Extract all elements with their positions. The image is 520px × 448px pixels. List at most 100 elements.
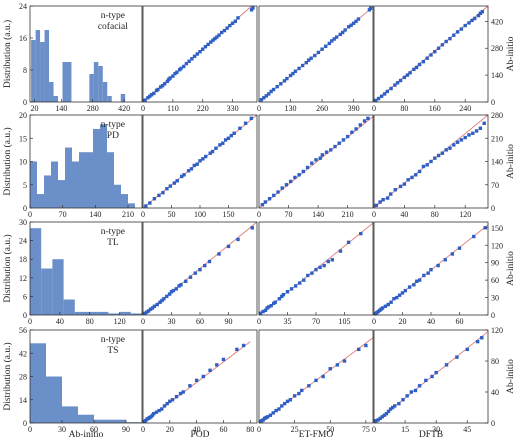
panel-r1c1-point-5: [165, 187, 169, 191]
panel-r2c2-point-25: [359, 231, 363, 236]
panel-r0c3-point-1: [376, 96, 381, 101]
panel-r3c1-xtick-label-1: 20: [166, 425, 174, 434]
panel-r2c3-point-23: [450, 252, 455, 256]
panel-r2c1-point-11: [167, 292, 172, 296]
panel-r1c0-bar-9: [93, 128, 100, 208]
panel-r1c3-point-22: [459, 138, 464, 142]
panel-r1c1-point-19: [210, 149, 215, 154]
panel-r3c1-xtick-label-0: 0: [141, 425, 145, 434]
panel-r2c0-bar-4: [74, 311, 86, 315]
panel-r0c2-point-11: [291, 71, 295, 76]
panel-r3c3-point-10: [393, 404, 397, 408]
panel-r1c1-point-3: [157, 193, 161, 198]
panel-r0c0-bar-3: [44, 30, 50, 102]
panel-r1c0-xtick-label-1: 70: [59, 210, 67, 219]
panel-r0c3-xtick-label-1: 80: [400, 104, 408, 113]
panel-r3c1-point-24: [235, 347, 239, 352]
panel-r1c3-point-24: [467, 133, 471, 137]
panel-r3c3-point-11: [397, 401, 401, 406]
panel-r2c3-xtick-label-2: 40: [427, 317, 435, 326]
panel-r0c1-point-19: [184, 61, 189, 66]
panel-r3c1-point-19: [194, 378, 199, 383]
panel-r1c0-bar-0: [30, 161, 37, 208]
panel-r1c0-bar-11: [107, 152, 114, 208]
panel-r2c2-point-1: [261, 309, 265, 314]
panel-r3c3-ytick-label-1: 40: [491, 388, 499, 397]
right-ylabel-row-2: Ab-initio: [506, 251, 516, 286]
panel-r0c2-point-31: [351, 21, 356, 25]
panel-r0c1-point-38: [233, 19, 237, 24]
panel-r0c0-bar-0: [31, 40, 36, 102]
panel-r0c3-point-29: [473, 16, 477, 21]
panel-r3c3-xtick-label-2: 30: [432, 425, 440, 434]
panel-r3c2-point-23: [357, 347, 361, 352]
panel-r0c1-point-12: [168, 76, 172, 80]
panel-r0c1-point-25: [201, 47, 205, 51]
panel-r0c2-point-33: [356, 17, 361, 21]
panel-r0c3-point-10: [405, 73, 410, 77]
panel-r2c0-bar-3: [63, 299, 75, 315]
panel-r0c1-point-13: [171, 74, 175, 78]
panel-r0c2-point-15: [304, 60, 308, 65]
panel-r1c3-point-9: [410, 175, 414, 180]
panel-r2c0-ytick-label-1: 6: [23, 292, 27, 301]
panel-r3c2-point-18: [314, 378, 318, 383]
panel-r3c3-point-12: [401, 398, 405, 402]
panel-r0c2-point-21: [324, 44, 328, 49]
panel-r2c1-point-9: [162, 297, 166, 301]
panel-r3c3-frame: [373, 329, 489, 424]
panel-r0c1-point-17: [179, 66, 183, 71]
panel-r3c3-xtick-label-1: 15: [401, 425, 409, 434]
panel-r0c2-point-8: [282, 79, 287, 83]
panel-r0c1-point-20: [187, 59, 191, 63]
panel-r0c3-point-4: [385, 89, 389, 94]
panel-r0c3-point-25: [459, 27, 464, 31]
panel-r3c0-bar-1: [46, 376, 62, 423]
panel-r2c1-point-18: [188, 275, 193, 279]
panel-r0c0-bar-1: [35, 30, 41, 102]
panel-r1c2-point-3: [272, 193, 276, 198]
panel-r0c1-point-7: [158, 85, 163, 89]
panel-r0c3-point-27: [467, 21, 471, 25]
panel-r3c1-point-13: [168, 399, 172, 403]
panel-r2c3-point-8: [389, 300, 393, 304]
panel-r3c1-point-15: [174, 394, 179, 399]
panel-r3c1-frame: [142, 329, 258, 424]
panel-r2c3-point-19: [426, 271, 430, 275]
panel-r0c1-point-33: [220, 30, 224, 35]
panel-r2c0-bar-0: [30, 228, 42, 315]
panel-r1c3-point-13: [425, 163, 429, 167]
panel-r0c3-point-22: [448, 36, 452, 41]
panel-r1c3-ytick-label-4: 280: [491, 111, 503, 120]
panel-r0c3-ytick-label-1: 140: [491, 71, 503, 80]
panel-r1c0-ytick-label-3: 15: [19, 134, 27, 143]
panel-r1c3-ytick-label-3: 210: [491, 134, 503, 143]
panel-r3c1-point-14: [170, 398, 175, 402]
panel-r2c1-point-25: [236, 237, 240, 242]
panel-r0c3-xtick-label-2: 160: [429, 104, 441, 113]
panel-r3c3-xtick-label-0: 0: [372, 425, 376, 434]
panel-r1c0-xtick-label-2: 140: [89, 210, 101, 219]
panel-r0c1-point-35: [225, 26, 229, 30]
panel-r1c1-point-12: [189, 167, 194, 171]
panel-r3c3-point-17: [424, 378, 428, 383]
panel-r3c0-ytick-label-4: 56: [19, 326, 27, 335]
panel-r2c0-xtick-label-2: 80: [86, 317, 94, 326]
panel-r2c2-point-8: [277, 297, 282, 301]
right-ylabel-row-3: Ab-initio: [506, 359, 516, 394]
panel-r0c2-point-19: [316, 50, 321, 55]
panel-r1c2-xtick-label-0: 0: [257, 210, 261, 219]
panel-r2c2-point-5: [269, 304, 273, 308]
panel-r0c1-point-31: [215, 35, 219, 39]
panel-r1c3-point-10: [414, 173, 418, 177]
panel-r2c2-point-10: [281, 292, 286, 297]
panel-r0c3-ytick-label-0: 0: [491, 98, 495, 107]
panel-r1c1-point-21: [218, 143, 222, 147]
panel-r0c0-frame: [29, 5, 143, 103]
panel-r2c3-point-18: [422, 273, 426, 278]
panel-r1c0-label-1: PD: [107, 131, 119, 141]
panel-r3c3-ytick-label-2: 80: [491, 357, 499, 366]
panel-r0c2-point-1: [262, 96, 266, 100]
right-ylabel-row-0: Ab-initio: [506, 36, 516, 71]
panel-r2c3-point-13: [403, 288, 408, 293]
